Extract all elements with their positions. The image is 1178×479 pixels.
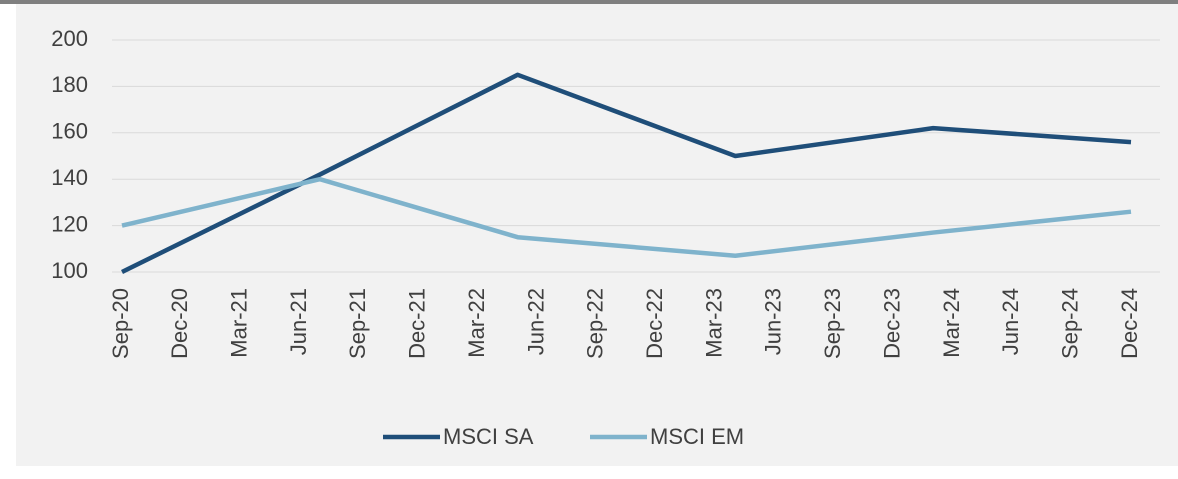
- x-tick-label: Jun-24: [998, 288, 1023, 355]
- top-rule: [0, 0, 1178, 4]
- legend-label: MSCI EM: [650, 424, 744, 449]
- x-tick-label: Sep-24: [1057, 288, 1082, 359]
- y-tick-label: 180: [51, 72, 88, 97]
- chart-background: [16, 4, 1178, 466]
- y-tick-label: 120: [51, 211, 88, 236]
- x-tick-label: Sep-21: [345, 288, 370, 359]
- y-tick-label: 160: [51, 119, 88, 144]
- y-tick-label: 140: [51, 165, 88, 190]
- x-tick-label: Mar-22: [464, 288, 489, 358]
- x-tick-label: Sep-22: [583, 288, 608, 359]
- x-tick-label: Dec-20: [167, 288, 192, 359]
- x-tick-label: Mar-23: [701, 288, 726, 358]
- x-tick-label: Mar-21: [227, 288, 252, 358]
- x-tick-label: Dec-22: [642, 288, 667, 359]
- line: [121, 72, 1132, 275]
- x-tick-label: Sep-20: [108, 288, 133, 359]
- x-tick-label: Dec-23: [879, 288, 904, 359]
- line: [121, 176, 1132, 259]
- y-tick-label: 200: [51, 26, 88, 51]
- legend-label: MSCI SA: [443, 424, 534, 449]
- x-tick-label: Jun-23: [761, 288, 786, 355]
- x-tick-label: Dec-24: [1117, 288, 1142, 359]
- x-tick-label: Dec-21: [405, 288, 430, 359]
- x-tick-label: Jun-21: [286, 288, 311, 355]
- x-tick-label: Sep-23: [820, 288, 845, 359]
- x-tick-label: Jun-22: [523, 288, 548, 355]
- x-tick-label: Mar-24: [939, 288, 964, 358]
- y-tick-label: 100: [51, 258, 88, 283]
